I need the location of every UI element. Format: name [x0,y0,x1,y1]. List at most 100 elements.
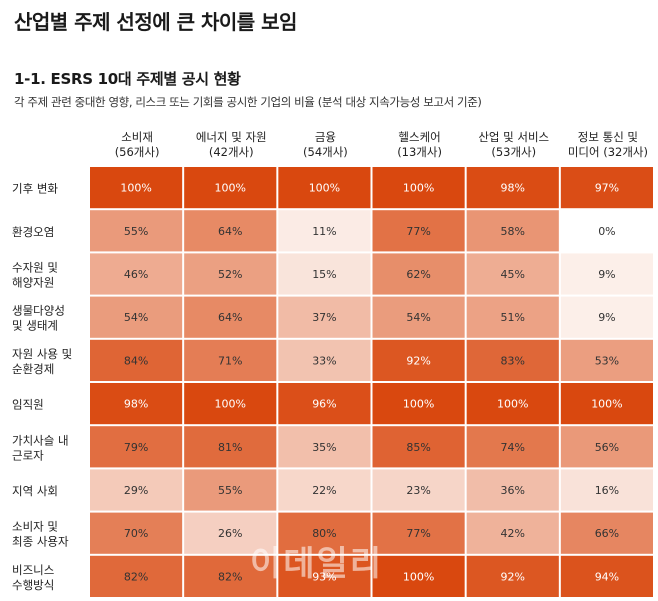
heatmap-cell-4-5 [560,339,653,381]
heatmap-value-3-5: 9% [598,311,615,324]
heatmap-cell-7-0 [90,469,183,511]
heatmap-value-2-0: 46% [124,268,148,281]
heatmap-cell-8-0 [90,512,183,554]
heatmap-cell-1-3 [372,210,465,252]
heatmap-value-6-5: 56% [595,441,619,454]
heatmap-cell-3-2 [278,296,371,338]
heatmap-cell-6-4 [466,426,559,468]
heatmap-value-4-5: 53% [595,354,619,367]
row-label-6-line-1: 근로자 [12,448,44,462]
heatmap-value-9-3: 100% [403,570,434,583]
row-label-4-line-1: 순환경제 [12,362,54,376]
heatmap-value-3-4: 51% [501,311,525,324]
heatmap-cell-1-2 [278,210,371,252]
heatmap-cell-5-2 [278,383,371,425]
heatmap-cell-2-1 [184,253,277,295]
heatmap-value-1-2: 11% [312,225,336,238]
column-header-1-line-1: (42개사) [209,145,254,159]
heatmap-value-0-4: 98% [501,182,525,195]
row-label-3-line-0: 생물다양성 [12,304,65,318]
column-header-1-line-0: 에너지 및 자원 [196,130,267,144]
heatmap-cell-4-1 [184,339,277,381]
heatmap-cell-0-5 [560,167,653,209]
chart-subtitle: 1-1. ESRS 10대 주제별 공시 현황 [14,70,241,88]
heatmap-value-3-3: 54% [406,311,430,324]
watermark-logo: 이데일리 [250,544,384,584]
column-header-0-line-1: (56개사) [115,145,160,159]
heatmap-value-1-4: 58% [501,225,525,238]
heatmap-value-6-4: 74% [501,441,525,454]
heatmap-value-2-4: 45% [501,268,525,281]
row-label-8-line-0: 소비자 및 [12,520,58,534]
heatmap-value-8-3: 77% [406,527,430,540]
heatmap-value-9-0: 82% [124,570,148,583]
heatmap-value-1-0: 55% [124,225,148,238]
heatmap-value-0-2: 100% [309,182,340,195]
heatmap-value-6-0: 79% [124,441,148,454]
heatmap-cell-3-4 [466,296,559,338]
heatmap-cell-8-4 [466,512,559,554]
heatmap-cell-0-2 [278,167,371,209]
heatmap-cell-5-1 [184,383,277,425]
heatmap-cell-9-5 [560,555,653,597]
column-header-0-line-0: 소비재 [121,130,153,144]
heatmap-value-6-3: 85% [406,441,430,454]
heatmap-value-7-1: 55% [218,484,242,497]
chart-description: 각 주제 관련 중대한 영향, 리스크 또는 기회를 공시한 기업의 비율 (분… [14,95,482,109]
heatmap-cell-1-5 [560,210,653,252]
heatmap-value-4-0: 84% [124,354,148,367]
heatmap-cell-7-3 [372,469,465,511]
heatmap-value-2-1: 52% [218,268,242,281]
heatmap-cell-0-1 [184,167,277,209]
heatmap-cell-5-0 [90,383,183,425]
column-header-2-line-0: 금융 [315,130,336,144]
heatmap-cell-2-4 [466,253,559,295]
row-label-1-line-0: 환경오염 [12,225,54,239]
heatmap-cell-6-2 [278,426,371,468]
row-label-7-line-0: 지역 사회 [12,484,58,498]
row-label-9-line-1: 수행방식 [12,578,54,592]
heatmap-value-7-5: 16% [595,484,619,497]
heatmap-cell-6-0 [90,426,183,468]
heatmap-value-4-2: 33% [312,354,336,367]
heatmap-value-1-3: 77% [406,225,430,238]
heatmap-value-7-2: 22% [312,484,336,497]
heatmap-cell-5-4 [466,383,559,425]
heatmap-cell-4-2 [278,339,371,381]
heatmap-value-6-2: 35% [312,441,336,454]
column-header-3-line-1: (13개사) [397,145,442,159]
row-label-3-line-1: 및 생태계 [12,319,58,333]
heatmap-value-7-4: 36% [501,484,525,497]
row-label-0-line-0: 기후 변화 [12,182,58,196]
heatmap-value-1-1: 64% [218,225,242,238]
heatmap-value-7-0: 29% [124,484,148,497]
heatmap-cell-2-2 [278,253,371,295]
heatmap-value-0-1: 100% [215,182,246,195]
heatmap-cell-3-5 [560,296,653,338]
heatmap-cell-9-4 [466,555,559,597]
heatmap-cell-0-4 [466,167,559,209]
heatmap-value-9-5: 94% [595,570,619,583]
heatmap-cell-1-4 [466,210,559,252]
heatmap-cell-8-5 [560,512,653,554]
heatmap-cell-9-0 [90,555,183,597]
heatmap-value-8-2: 80% [312,527,336,540]
heatmap-cell-7-5 [560,469,653,511]
heatmap-cell-9-1 [184,555,277,597]
heatmap-cell-7-4 [466,469,559,511]
heatmap-value-6-1: 81% [218,441,242,454]
heatmap-value-5-2: 96% [312,398,336,411]
heatmap-value-4-4: 83% [501,354,525,367]
column-header-2-line-1: (54개사) [303,145,348,159]
column-header-3-line-0: 헬스케어 [398,130,440,144]
heatmap-cell-2-3 [372,253,465,295]
row-label-2-line-1: 해양자원 [12,276,54,290]
heatmap-cell-3-1 [184,296,277,338]
column-header-5-line-1: 미디어 (32개사) [568,145,648,159]
heatmap-cell-9-2 [278,555,371,597]
heatmap-value-8-5: 66% [595,527,619,540]
heatmap-value-8-4: 42% [501,527,525,540]
heatmap-value-8-0: 70% [124,527,148,540]
heatmap-cell-6-1 [184,426,277,468]
